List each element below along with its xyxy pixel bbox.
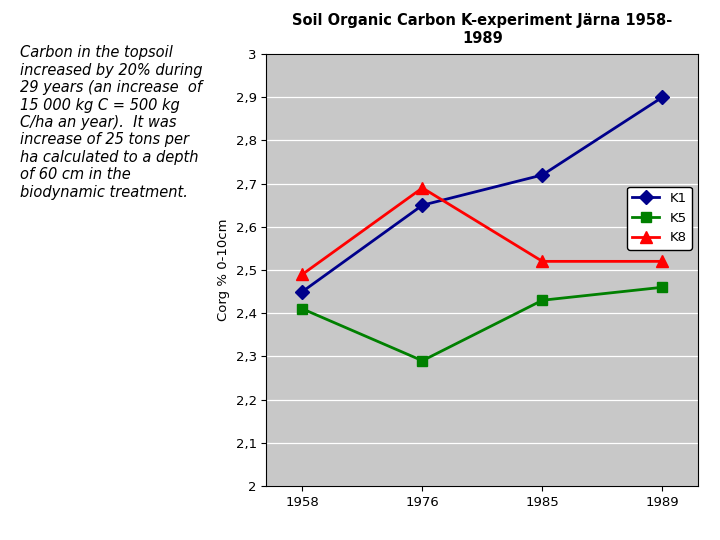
Legend: K1, K5, K8: K1, K5, K8: [627, 187, 692, 249]
Y-axis label: Corg % 0-10cm: Corg % 0-10cm: [217, 219, 230, 321]
Text: Carbon in the topsoil
increased by 20% during
29 years (an increase  of
15 000 k: Carbon in the topsoil increased by 20% d…: [20, 45, 202, 200]
Title: Soil Organic Carbon K-experiment Järna 1958-
1989: Soil Organic Carbon K-experiment Järna 1…: [292, 14, 672, 46]
